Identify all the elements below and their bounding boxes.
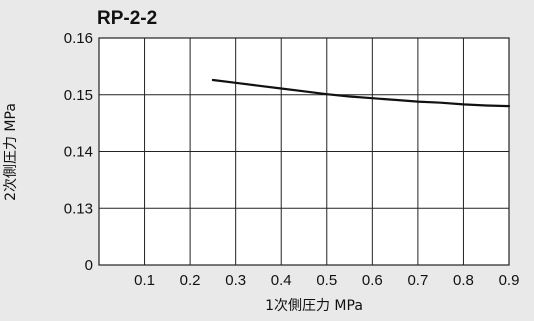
y-tick-label: 0 [85, 257, 93, 274]
x-tick-label: 0.1 [134, 272, 155, 289]
y-tick-label: 0.14 [64, 144, 93, 161]
x-tick-label: 0.2 [180, 272, 201, 289]
y-tick-label: 0.13 [64, 200, 93, 217]
x-tick-label: 0.3 [225, 272, 246, 289]
plot-frame [98, 37, 510, 266]
plot-area [98, 37, 511, 266]
x-tick-label: 0.4 [271, 272, 292, 289]
x-tick-label: 0.7 [407, 272, 428, 289]
x-tick-label: 0.6 [362, 272, 383, 289]
x-tick-label: 0.8 [453, 272, 474, 289]
y-tick-label: 0.16 [64, 30, 93, 47]
x-tick-label: 0.9 [499, 272, 520, 289]
x-axis-ticks: 0.1 0.2 0.3 0.4 0.5 0.6 0.7 0.8 0.9 [134, 272, 519, 289]
y-tick-label: 0.15 [64, 87, 93, 104]
series-line [211, 78, 511, 108]
y-axis-ticks: 0 0.13 0.14 0.15 0.16 [64, 30, 93, 274]
chart-title: RP-2-2 [97, 8, 157, 29]
x-axis-label: 1次側圧力 MPa [265, 298, 363, 314]
x-tick-label: 0.5 [316, 272, 337, 289]
y-axis-label: 2次側圧力 MPa [3, 103, 19, 201]
